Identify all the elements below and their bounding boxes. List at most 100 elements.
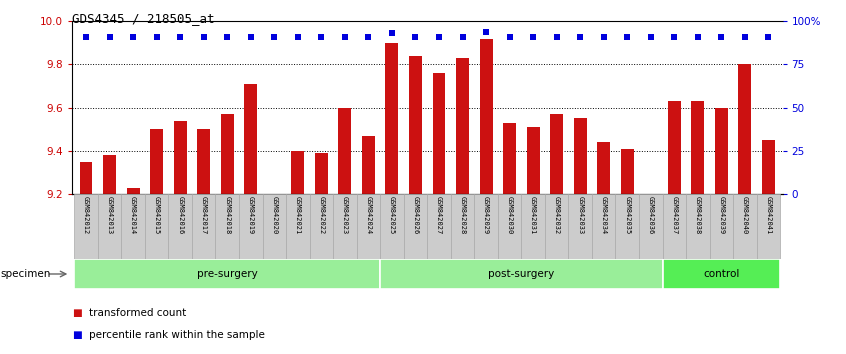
Bar bbox=[451, 194, 475, 259]
Bar bbox=[216, 194, 239, 259]
Bar bbox=[550, 114, 563, 194]
Bar bbox=[103, 155, 116, 194]
Text: GSM842035: GSM842035 bbox=[624, 196, 630, 234]
Text: ■: ■ bbox=[72, 308, 82, 318]
Bar bbox=[733, 194, 756, 259]
Bar bbox=[691, 101, 705, 194]
Bar bbox=[286, 194, 310, 259]
Bar bbox=[667, 101, 681, 194]
Bar bbox=[362, 136, 375, 194]
Bar bbox=[756, 194, 780, 259]
Bar bbox=[197, 129, 210, 194]
Bar bbox=[121, 194, 145, 259]
Bar bbox=[497, 194, 521, 259]
Bar bbox=[74, 259, 380, 289]
Bar bbox=[409, 56, 422, 194]
Text: GSM842014: GSM842014 bbox=[130, 196, 136, 234]
Text: GSM842019: GSM842019 bbox=[248, 196, 254, 234]
Text: GSM842012: GSM842012 bbox=[83, 196, 89, 234]
Bar bbox=[762, 140, 775, 194]
Text: percentile rank within the sample: percentile rank within the sample bbox=[89, 330, 265, 339]
Text: GSM842032: GSM842032 bbox=[553, 196, 560, 234]
Text: GSM842020: GSM842020 bbox=[272, 196, 277, 234]
Bar bbox=[244, 84, 257, 194]
Text: post-surgery: post-surgery bbox=[488, 269, 554, 279]
Text: pre-surgery: pre-surgery bbox=[197, 269, 257, 279]
Bar bbox=[80, 161, 92, 194]
Bar bbox=[380, 194, 404, 259]
Text: specimen: specimen bbox=[1, 269, 52, 279]
Bar bbox=[527, 127, 540, 194]
Bar bbox=[74, 194, 98, 259]
Text: GSM842038: GSM842038 bbox=[695, 196, 700, 234]
Bar bbox=[739, 64, 751, 194]
Bar bbox=[315, 153, 327, 194]
Bar bbox=[592, 194, 616, 259]
Text: GSM842023: GSM842023 bbox=[342, 196, 348, 234]
Bar bbox=[98, 194, 121, 259]
Text: GSM842034: GSM842034 bbox=[601, 196, 607, 234]
Bar bbox=[710, 194, 733, 259]
Bar bbox=[686, 194, 710, 259]
Bar bbox=[456, 58, 469, 194]
Text: GSM842028: GSM842028 bbox=[459, 196, 465, 234]
Text: GSM842018: GSM842018 bbox=[224, 196, 230, 234]
Text: GSM842036: GSM842036 bbox=[648, 196, 654, 234]
Bar bbox=[357, 194, 380, 259]
Bar bbox=[569, 194, 592, 259]
Text: GSM842041: GSM842041 bbox=[766, 196, 772, 234]
Bar bbox=[597, 142, 610, 194]
Bar bbox=[475, 194, 497, 259]
Bar bbox=[621, 149, 634, 194]
Bar bbox=[503, 123, 516, 194]
Text: GSM842024: GSM842024 bbox=[365, 196, 371, 234]
Text: GDS4345 / 218505_at: GDS4345 / 218505_at bbox=[72, 12, 214, 25]
Bar bbox=[545, 194, 569, 259]
Bar bbox=[338, 108, 351, 194]
Bar bbox=[432, 73, 446, 194]
Text: GSM842015: GSM842015 bbox=[154, 196, 160, 234]
Text: GSM842013: GSM842013 bbox=[107, 196, 113, 234]
Text: GSM842033: GSM842033 bbox=[577, 196, 583, 234]
Text: GSM842040: GSM842040 bbox=[742, 196, 748, 234]
Bar bbox=[715, 108, 728, 194]
Bar bbox=[310, 194, 333, 259]
Bar bbox=[333, 194, 357, 259]
Text: GSM842037: GSM842037 bbox=[672, 196, 678, 234]
Bar bbox=[639, 194, 662, 259]
Bar bbox=[168, 194, 192, 259]
Text: GSM842031: GSM842031 bbox=[530, 196, 536, 234]
Bar bbox=[616, 194, 639, 259]
Text: GSM842026: GSM842026 bbox=[413, 196, 419, 234]
Bar bbox=[380, 259, 662, 289]
Text: GSM842029: GSM842029 bbox=[483, 196, 489, 234]
Text: GSM842021: GSM842021 bbox=[294, 196, 301, 234]
Bar bbox=[521, 194, 545, 259]
Bar bbox=[239, 194, 262, 259]
Bar bbox=[386, 43, 398, 194]
Text: GSM842025: GSM842025 bbox=[389, 196, 395, 234]
Bar bbox=[262, 194, 286, 259]
Bar bbox=[173, 121, 187, 194]
Text: GSM842022: GSM842022 bbox=[318, 196, 324, 234]
Text: transformed count: transformed count bbox=[89, 308, 186, 318]
Bar bbox=[150, 129, 163, 194]
Bar bbox=[480, 39, 492, 194]
Text: control: control bbox=[703, 269, 739, 279]
Bar bbox=[221, 114, 233, 194]
Text: GSM842027: GSM842027 bbox=[436, 196, 442, 234]
Bar bbox=[127, 188, 140, 194]
Bar bbox=[662, 259, 780, 289]
Text: GSM842017: GSM842017 bbox=[201, 196, 206, 234]
Bar bbox=[574, 118, 586, 194]
Bar bbox=[192, 194, 216, 259]
Text: ■: ■ bbox=[72, 330, 82, 339]
Text: GSM842039: GSM842039 bbox=[718, 196, 724, 234]
Bar bbox=[145, 194, 168, 259]
Bar bbox=[291, 151, 305, 194]
Text: GSM842030: GSM842030 bbox=[507, 196, 513, 234]
Text: GSM842016: GSM842016 bbox=[177, 196, 183, 234]
Bar bbox=[404, 194, 427, 259]
Bar bbox=[427, 194, 451, 259]
Bar bbox=[662, 194, 686, 259]
